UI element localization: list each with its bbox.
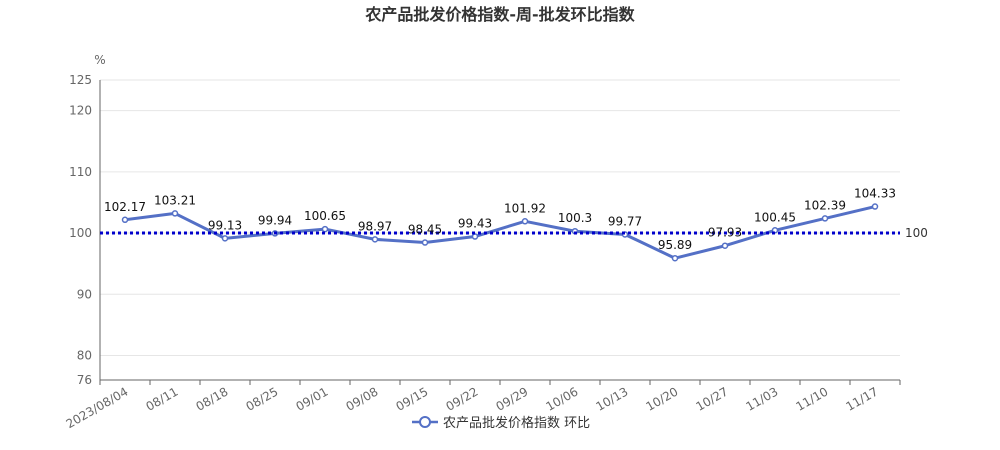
x-tick-label: 10/27	[694, 384, 731, 413]
data-label: 100.3	[558, 211, 592, 225]
x-tick-label: 10/06	[544, 384, 581, 413]
x-tick-label: 09/08	[344, 384, 381, 413]
data-label: 99.77	[608, 214, 642, 228]
data-label: 95.89	[658, 238, 692, 252]
data-point[interactable]	[871, 203, 879, 210]
data-label: 98.45	[408, 223, 442, 237]
data-label: 102.39	[804, 198, 846, 212]
x-tick-label: 2023/08/04	[64, 384, 131, 431]
legend-marker-icon	[419, 416, 431, 428]
x-tick-label: 10/13	[594, 384, 631, 413]
data-point[interactable]	[821, 215, 829, 222]
data-point[interactable]	[371, 236, 379, 243]
x-tick-label: 08/11	[144, 384, 181, 413]
series-line	[124, 205, 876, 260]
data-label: 101.92	[504, 201, 546, 215]
data-label: 97.93	[708, 226, 742, 240]
y-axis-ticks: 76 80 90 100 110 120 125	[69, 73, 92, 387]
y-tick-label: 100	[69, 226, 92, 240]
data-label: 100.65	[304, 209, 346, 223]
x-tick-label: 09/15	[394, 384, 431, 413]
y-tick-label: 110	[69, 165, 92, 179]
data-label: 99.94	[258, 213, 292, 227]
y-axis-unit: %	[94, 53, 105, 67]
data-label: 100.45	[754, 210, 796, 224]
x-tick-label: 09/22	[444, 384, 481, 413]
data-label: 98.97	[358, 219, 392, 233]
y-tick-label: 125	[69, 73, 92, 87]
y-tick-label: 76	[77, 373, 92, 387]
chart-title: 农产品批发价格指数-周-批发环比指数	[364, 5, 635, 24]
reference-line-group: 100	[100, 226, 928, 240]
reference-line-label: 100	[905, 226, 928, 240]
x-tick-label: 09/29	[494, 384, 531, 413]
x-tick-label: 11/17	[844, 384, 881, 413]
data-label: 99.13	[208, 218, 242, 232]
data-label: 103.21	[154, 193, 196, 207]
legend[interactable]: 农产品批发价格指数 环比	[412, 415, 590, 431]
series-layer	[121, 203, 879, 262]
x-tick-label: 09/01	[294, 384, 331, 413]
data-point[interactable]	[171, 210, 179, 217]
data-point[interactable]	[471, 233, 479, 240]
data-point[interactable]	[521, 218, 529, 225]
legend-label: 农产品批发价格指数 环比	[443, 415, 590, 431]
data-label: 104.33	[854, 187, 896, 201]
x-tick-label: 11/10	[794, 384, 831, 413]
x-tick-label: 08/25	[244, 384, 281, 413]
x-tick-label: 10/20	[644, 384, 681, 413]
x-tick-label: 11/03	[744, 384, 781, 413]
y-tick-label: 80	[77, 349, 92, 363]
data-label: 102.17	[104, 200, 146, 214]
data-point[interactable]	[421, 239, 429, 246]
y-tick-label: 120	[69, 104, 92, 118]
data-point[interactable]	[321, 225, 329, 233]
y-tick-label: 90	[77, 287, 92, 301]
data-point[interactable]	[721, 242, 729, 249]
data-point[interactable]	[121, 216, 129, 224]
data-point[interactable]	[221, 235, 229, 242]
data-point[interactable]	[671, 254, 679, 262]
x-tick-label: 08/18	[194, 384, 231, 413]
data-labels: 102.17 103.21 99.13 99.94 100.65 98.97 98.45 99…	[104, 187, 896, 253]
data-label: 99.43	[458, 217, 492, 231]
